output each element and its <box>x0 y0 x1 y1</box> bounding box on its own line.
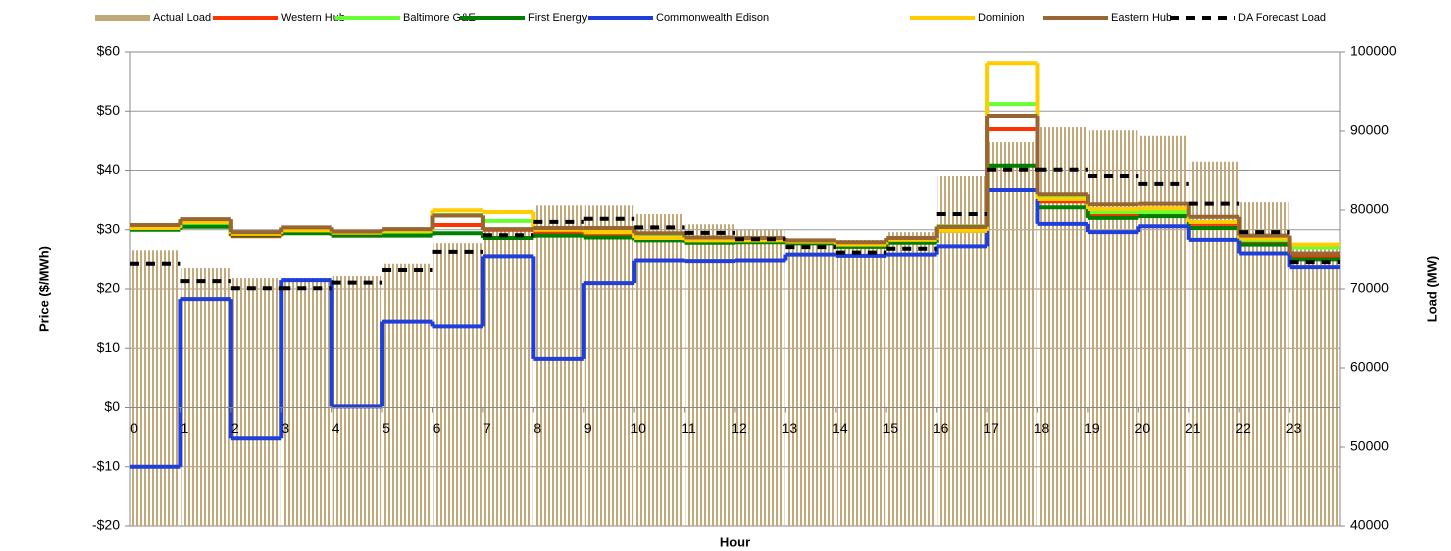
y2-tick-label: 40000 <box>1350 517 1389 533</box>
y2-tick-label: 100000 <box>1350 43 1397 59</box>
bar <box>332 275 382 526</box>
bar <box>383 263 432 526</box>
legend-label: Western Hub <box>281 12 345 24</box>
bar <box>836 240 886 526</box>
y-tick-label: -$10 <box>92 457 120 473</box>
x-axis-title: Hour <box>720 534 750 549</box>
legend-label: Dominion <box>978 12 1024 24</box>
bar <box>282 277 331 526</box>
x-tick-label: 15 <box>882 420 898 436</box>
y2-tick-label: 80000 <box>1350 201 1389 217</box>
x-tick-label: 10 <box>630 420 646 436</box>
y-tick-label: $20 <box>97 280 121 296</box>
legend-label: Eastern Hub <box>1111 12 1172 24</box>
bar <box>887 232 936 526</box>
bar <box>685 224 734 526</box>
x-tick-label: 22 <box>1235 420 1251 436</box>
bar <box>483 228 533 527</box>
y-axis-title: Price ($/MWh) <box>36 246 51 332</box>
bar <box>1290 243 1339 526</box>
bar <box>635 213 684 526</box>
x-tick-label: 17 <box>983 420 999 436</box>
legend-label: Baltimore G&E <box>403 12 476 24</box>
bar <box>584 205 634 526</box>
bar <box>231 277 281 526</box>
x-tick-label: 18 <box>1034 420 1050 436</box>
x-tick-label: 7 <box>483 420 491 436</box>
bar <box>433 243 482 526</box>
legend-label: First Energy <box>528 12 588 24</box>
x-tick-label: 0 <box>130 420 138 436</box>
x-tick-label: 19 <box>1084 420 1100 436</box>
x-tick-label: 4 <box>332 420 340 436</box>
legend-label: DA Forecast Load <box>1238 12 1326 24</box>
bar <box>1088 130 1138 526</box>
y2-tick-label: 90000 <box>1350 122 1389 138</box>
legend-swatch <box>95 15 150 21</box>
y2-axis-title: Load (MW) <box>1424 256 1439 322</box>
y2-tick-label: 50000 <box>1350 438 1389 454</box>
x-tick-label: 12 <box>731 420 747 436</box>
y2-tick-label: 70000 <box>1350 280 1389 296</box>
legend-label: Commonwealth Edison <box>656 12 769 24</box>
y-tick-label: $50 <box>97 102 121 118</box>
x-tick-label: 3 <box>281 420 289 436</box>
y2-tick-label: 60000 <box>1350 359 1389 375</box>
legend-label: Actual Load <box>153 12 211 24</box>
x-tick-label: 5 <box>382 420 390 436</box>
x-tick-label: 8 <box>533 420 541 436</box>
bar <box>1240 202 1289 526</box>
x-tick-label: 13 <box>782 420 798 436</box>
x-tick-label: 14 <box>832 420 848 436</box>
bar <box>181 268 230 526</box>
y-tick-label: -$20 <box>92 517 120 533</box>
bar <box>786 240 835 526</box>
y-tick-label: $40 <box>97 161 121 177</box>
plot-border <box>129 51 1341 527</box>
bar <box>534 205 583 526</box>
y-tick-label: $60 <box>97 43 121 59</box>
bar <box>988 142 1037 526</box>
x-tick-label: 1 <box>181 420 189 436</box>
x-tick-label: 16 <box>933 420 949 436</box>
x-tick-label: 6 <box>433 420 441 436</box>
x-tick-label: 23 <box>1286 420 1302 436</box>
x-tick-label: 21 <box>1185 420 1201 436</box>
x-tick-label: 9 <box>584 420 592 436</box>
y-tick-label: $30 <box>97 220 121 236</box>
x-tick-label: 2 <box>231 420 239 436</box>
bar <box>131 250 180 527</box>
bar <box>1139 135 1188 527</box>
y-tick-label: $10 <box>97 339 121 355</box>
bar <box>1038 127 1087 527</box>
bar <box>937 176 987 526</box>
x-tick-label: 20 <box>1135 420 1151 436</box>
y-tick-label: $0 <box>104 398 120 414</box>
x-tick-label: 11 <box>681 420 696 436</box>
bar <box>736 229 785 526</box>
